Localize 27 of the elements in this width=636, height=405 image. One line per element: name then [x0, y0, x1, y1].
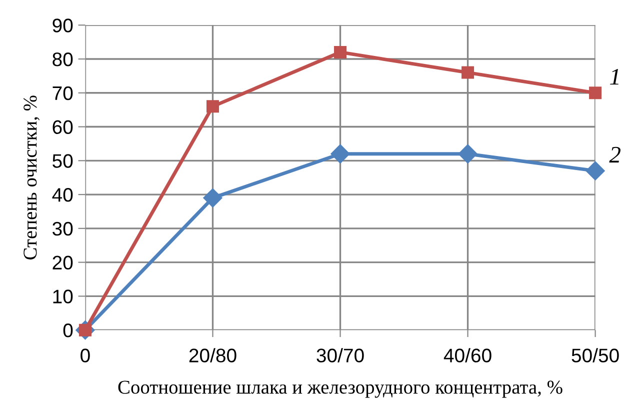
- y-tick-label: 90: [52, 18, 73, 32]
- point: [334, 46, 347, 58]
- point: [330, 144, 350, 164]
- y-tick-label: 60: [52, 120, 73, 134]
- x-tick-label: 30/70: [316, 348, 364, 362]
- x-tick-label: 50/50: [572, 348, 619, 362]
- y-axis-title: Степень очистки, %: [24, 96, 40, 260]
- y-tick-label: 70: [52, 86, 73, 100]
- y-tick-label: 30: [52, 222, 73, 236]
- point: [206, 100, 219, 113]
- x-tick-label: 0: [80, 348, 90, 362]
- point: [458, 144, 478, 164]
- y-tick-label: 80: [52, 52, 73, 66]
- y-tick-label: 20: [52, 256, 73, 270]
- x-tick-label: 40/60: [444, 348, 492, 362]
- point: [203, 188, 222, 208]
- point: [462, 66, 474, 79]
- point: [586, 161, 605, 180]
- y-tick-label: 10: [53, 290, 73, 304]
- x-axis-title: Соотношение шлака и железорудного концентрата, %: [118, 380, 562, 398]
- series-label: 1: [610, 68, 618, 85]
- series-label: 2: [609, 146, 620, 162]
- y-tick-label: 50: [52, 154, 73, 168]
- x-tick-label: 20/80: [189, 348, 236, 362]
- point: [589, 86, 602, 100]
- y-tick-label: 40: [52, 188, 73, 202]
- y-tick-label: 0: [63, 324, 73, 338]
